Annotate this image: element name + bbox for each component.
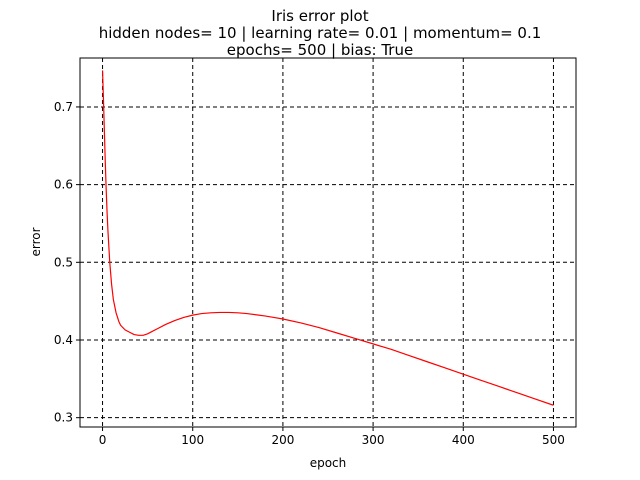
- y-tick-label: 0.3: [54, 411, 73, 425]
- x-tick-label: 100: [181, 433, 204, 447]
- y-tick-label: 0.4: [54, 333, 73, 347]
- x-tick-label: 300: [362, 433, 385, 447]
- x-tick-label: 400: [452, 433, 475, 447]
- chart-title-line-3: epochs= 500 | bias: True: [227, 41, 413, 59]
- plot-frame: [79, 57, 577, 428]
- series-layer: [101, 70, 554, 406]
- error-line: [101, 70, 554, 406]
- chart-title-line-2: hidden nodes= 10 | learning rate= 0.01 |…: [99, 24, 542, 42]
- y-tick-label: 0.5: [54, 255, 73, 269]
- y-tick-label: 0.7: [54, 100, 73, 114]
- x-axis-label: epoch: [310, 456, 347, 470]
- x-tick-label: 200: [271, 433, 294, 447]
- y-tick-label: 0.6: [54, 178, 73, 192]
- x-tick-label: 0: [99, 433, 107, 447]
- grid: [80, 58, 576, 427]
- ticks: 0 100 200 300 400 500 0.3 0.4 0.5 0.6 0.7: [54, 100, 565, 447]
- x-tick-label: 500: [542, 433, 565, 447]
- chart-title-line-1: Iris error plot: [271, 7, 368, 25]
- y-axis-label: error: [29, 227, 43, 256]
